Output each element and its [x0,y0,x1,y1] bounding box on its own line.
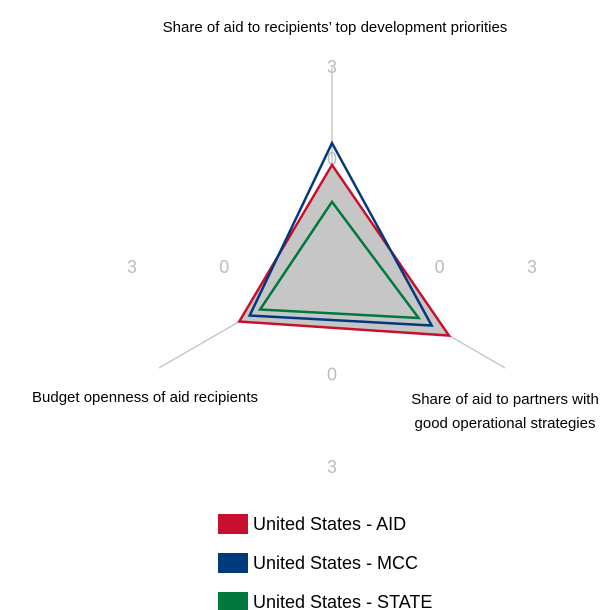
legend-swatch [218,592,248,610]
legend-swatch [218,553,248,573]
r-tick-label: 0 [435,257,445,277]
axis-label: Budget openness of aid recipients [32,389,258,406]
legend-label: United States - AID [253,514,406,534]
radar-area [239,164,449,336]
r-tick-label: 0 [327,149,337,169]
r-tick-label: 3 [327,57,337,77]
r-tick-label: 0 [219,257,229,277]
legend-label: United States - MCC [253,553,418,573]
legend-label: United States - STATE [253,592,432,610]
r-tick-label: 3 [127,257,137,277]
axis-label: Share of aid to recipients’ top developm… [162,19,508,36]
axis-label: Share of aid to partners with good opera… [411,391,599,432]
legend-swatch [218,514,248,534]
r-tick-label: 0 [327,364,337,384]
radar-line [257,199,422,320]
radar-line [247,140,434,327]
r-tick-label: 3 [527,257,537,277]
r-tick-label: 3 [327,457,337,477]
